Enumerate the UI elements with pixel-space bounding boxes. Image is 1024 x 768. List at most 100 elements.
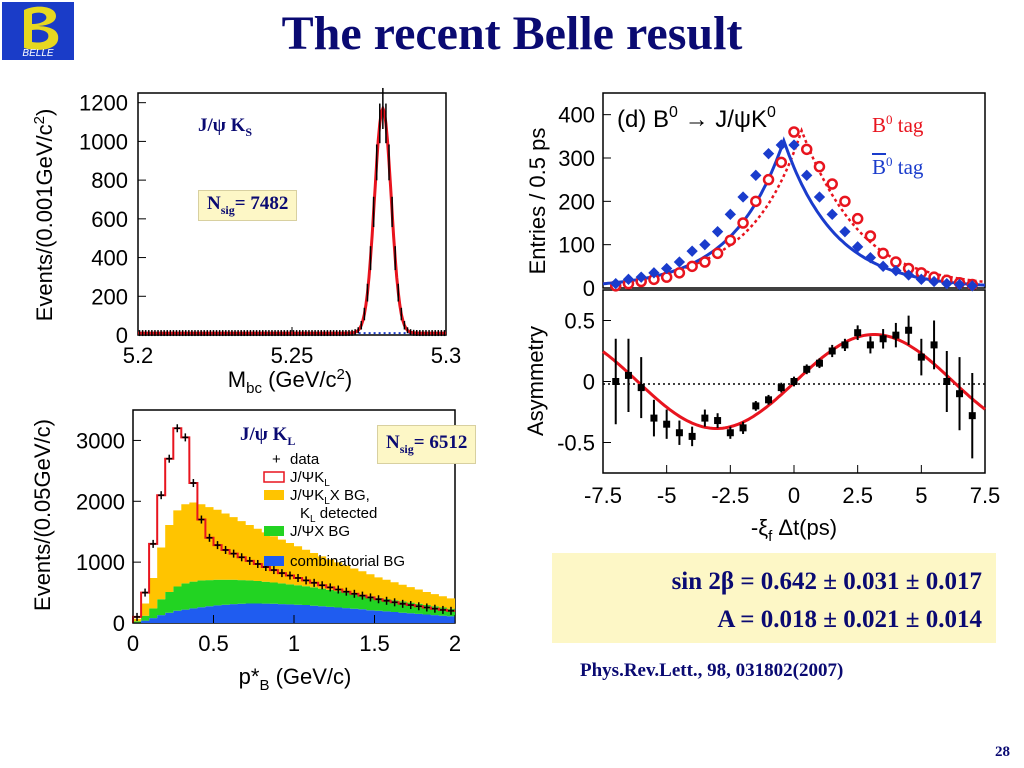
dt-ylabel: Entries / 0.5 ps (525, 128, 550, 275)
legend-jpsikl: J/ΨKL (290, 469, 330, 489)
dt-point-b0 (686, 260, 698, 273)
legend-comb: combinatorial BG (290, 553, 405, 570)
asym-point (765, 396, 773, 404)
mbc-xtick-label: 5.3 (431, 343, 462, 368)
dt-point-b0 (699, 256, 711, 268)
dt-point-b0 (813, 160, 826, 173)
legend-b0bar-tag: B0 tag (872, 154, 924, 179)
asym-point (650, 414, 658, 422)
asym-point (777, 384, 785, 392)
legend-jpsiklx: J/ΨKLX BG, (290, 487, 370, 507)
pstar-area-1 (133, 579, 455, 623)
dt-ytick-label: 0 (583, 276, 595, 301)
asym-point (612, 378, 620, 385)
asym-xtick-label: -2.5 (711, 483, 749, 508)
dt-frame (602, 92, 986, 289)
dt-point-b0bar (813, 191, 826, 203)
mbc-ytick-label: 600 (91, 207, 128, 232)
asym-point (663, 420, 671, 428)
asym-point (637, 384, 645, 392)
dt-ytick-label: 200 (558, 189, 595, 214)
dt-title: (d) B0 → J/ψK0 (617, 104, 776, 133)
logo-text: BELLE (22, 48, 53, 59)
mbc-ylabel: Events/(0.001GeV/c2) (31, 109, 57, 322)
pstar-area-2 (133, 502, 455, 622)
dt-point-b0 (851, 212, 864, 225)
result-box: sin 2β = 0.642 ± 0.031 ± 0.017 A = 0.018… (552, 553, 996, 643)
dt-point-b0 (737, 217, 749, 229)
asym-ytick-label: 0.5 (564, 309, 595, 334)
asym-point (739, 424, 747, 432)
dt-point-b0bar (877, 260, 889, 272)
belle-logo: BELLE (2, 2, 74, 60)
asym-point (930, 341, 938, 349)
pstar-xtick-label: 0.5 (198, 631, 229, 656)
asym-point (624, 371, 632, 379)
dt-point-b0bar (852, 241, 864, 253)
mbc-ytick-label: 400 (91, 246, 128, 271)
asym-ytick-label: -0.5 (557, 431, 595, 456)
asym-point (841, 341, 849, 349)
asym-point (803, 365, 811, 373)
legend-swatch-comb (264, 556, 284, 566)
asym-point (892, 331, 900, 339)
dt-ytick-label: 300 (558, 146, 595, 171)
dt-point-b0bar (610, 278, 622, 290)
asym-point (956, 390, 964, 398)
asym-ylabel: Asymmetry (523, 326, 548, 436)
asym-ytick-label: 0 (583, 370, 595, 395)
b0-tag-fit (602, 126, 986, 285)
pstar-xtick-label: 1.5 (359, 631, 390, 656)
dt-chart: 0 100 200 300 400 -0.5 0 0.5 -7.5 -5 -2.5 0 2.5 5 7.… (523, 92, 1001, 545)
mbc-xtick-label: 5.25 (271, 343, 314, 368)
asym-xtick-label: 0 (788, 483, 800, 508)
dt-point-b0bar (699, 239, 711, 251)
mbc-ytick-label: 0 (116, 323, 128, 348)
dt-point-b0 (864, 230, 877, 242)
dt-point-b0bar (711, 226, 724, 238)
result-a: A = 0.018 ± 0.021 ± 0.014 (717, 606, 982, 633)
pstar-ylabel: Events/(0.05GeV/c) (30, 419, 55, 611)
pstar-ytick-label: 3000 (76, 428, 125, 453)
pstar-ytick-label: 1000 (76, 550, 125, 575)
dt-point-b0bar (826, 208, 838, 220)
legend-swatch-jpsix (264, 526, 284, 536)
asym-xtick-label: -5 (657, 483, 677, 508)
asym-point (879, 335, 887, 343)
result-sin2beta: sin 2β = 0.642 ± 0.031 ± 0.017 (671, 568, 982, 595)
legend-swatch-jpsiklx (264, 490, 284, 500)
pstar-xtick-label: 1 (288, 631, 300, 656)
mbc-ytick-label: 1000 (79, 129, 128, 154)
dt-point-b0bar (635, 271, 647, 283)
asym-xtick-label: 7.5 (970, 483, 1001, 508)
dt-point-b0bar (928, 275, 940, 288)
pstar-xlabel: p*B (GeV/c) (239, 664, 352, 694)
dt-point-b0 (788, 126, 800, 138)
dt-point-b0 (673, 267, 686, 279)
dt-point-b0 (826, 178, 838, 190)
dt-point-b0bar (750, 169, 762, 181)
dt-point-b0 (762, 173, 775, 186)
mbc-xlabel: Mbc (GeV/c2) (228, 366, 352, 395)
asym-xlabel: -ξf Δt(ps) (751, 515, 837, 545)
asym-point (688, 432, 696, 440)
reference: Phys.Rev.Lett., 98, 031802(2007) (580, 660, 844, 681)
dt-point-b0 (775, 156, 788, 169)
mbc-ytick-label: 200 (91, 284, 128, 309)
dt-point-b0bar (724, 208, 736, 220)
legend-jpsix: J/ΨX BG (290, 523, 350, 540)
dt-point-b0bar (890, 265, 902, 277)
pstar-ytick-label: 2000 (76, 489, 125, 514)
asym-point (943, 378, 951, 385)
pstar-ytick-label: 0 (113, 611, 125, 636)
mbc-signal-fit (138, 104, 446, 335)
legend-b0-tag: B0 tag (872, 112, 924, 137)
dt-point-b0bar (902, 269, 915, 281)
dt-point-b0 (711, 247, 724, 260)
asym-point (968, 412, 976, 420)
ks-nsig-box: Nsig= 7482 (198, 190, 298, 221)
dt-point-b0bar (737, 191, 749, 203)
dt-point-b0bar (801, 169, 813, 181)
dt-point-b0bar (966, 280, 978, 292)
asym-point (675, 429, 683, 437)
